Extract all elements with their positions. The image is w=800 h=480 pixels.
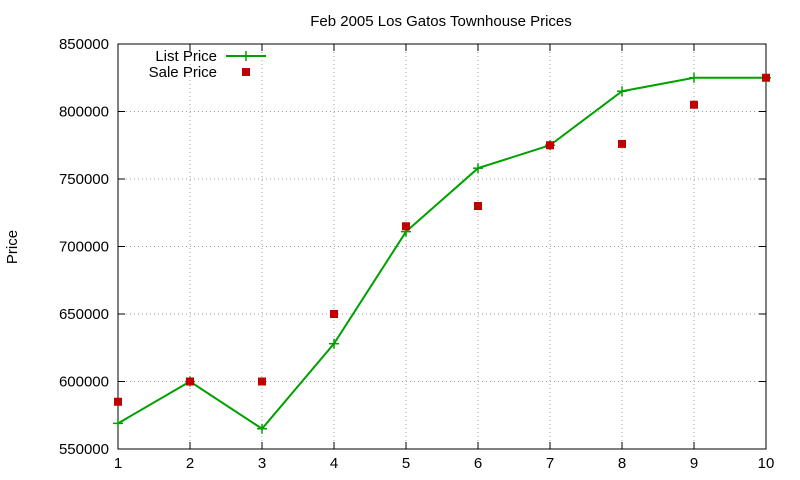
x-tick-label: 4 <box>330 455 338 472</box>
series-line <box>117 76 766 431</box>
grid <box>118 44 766 449</box>
data-point <box>114 397 122 406</box>
chart-title: Feb 2005 Los Gatos Townhouse Prices <box>310 13 572 30</box>
legend-label: Sale Price <box>149 64 217 81</box>
y-tick-label: 800000 <box>59 104 109 121</box>
y-axis-label: Price <box>4 230 21 264</box>
series-list-price <box>113 72 771 434</box>
x-axis: 1 2 3 4 5 6 7 8 9 10 <box>114 44 775 472</box>
legend-marker <box>241 51 251 61</box>
series-layer <box>113 72 771 434</box>
x-tick-label: 2 <box>186 455 194 472</box>
y-axis: 550000 600000 650000 700000 750000 800000 8500… <box>59 36 766 458</box>
x-tick-label: 10 <box>758 455 775 472</box>
data-point <box>113 418 123 429</box>
data-point <box>329 338 339 349</box>
x-tick-label: 1 <box>114 455 122 472</box>
x-tick-label: 3 <box>258 455 266 472</box>
data-point <box>330 310 338 318</box>
data-point <box>546 141 554 150</box>
series-sale-price <box>114 73 770 406</box>
y-tick-label: 750000 <box>59 171 109 188</box>
data-point <box>402 222 410 231</box>
y-tick-label: 850000 <box>59 36 109 53</box>
legend-label: List Price <box>155 48 217 65</box>
x-tick-label: 7 <box>546 455 554 472</box>
data-point <box>186 377 194 386</box>
y-tick-label: 700000 <box>59 239 109 256</box>
y-tick-label: 550000 <box>59 441 109 458</box>
data-point <box>689 72 699 83</box>
data-point <box>618 139 626 148</box>
data-point <box>762 73 770 82</box>
legend-marker <box>242 68 250 76</box>
data-point <box>617 86 627 97</box>
data-point <box>690 100 698 109</box>
x-tick-label: 5 <box>402 455 410 472</box>
y-tick-label: 600000 <box>59 374 109 391</box>
data-point <box>258 377 266 386</box>
y-tick-label: 650000 <box>59 306 109 323</box>
x-tick-label: 6 <box>474 455 482 472</box>
x-tick-label: 8 <box>618 455 626 472</box>
data-point <box>473 163 483 174</box>
x-tick-label: 9 <box>690 455 698 472</box>
data-point <box>474 202 482 210</box>
data-point <box>257 423 267 434</box>
